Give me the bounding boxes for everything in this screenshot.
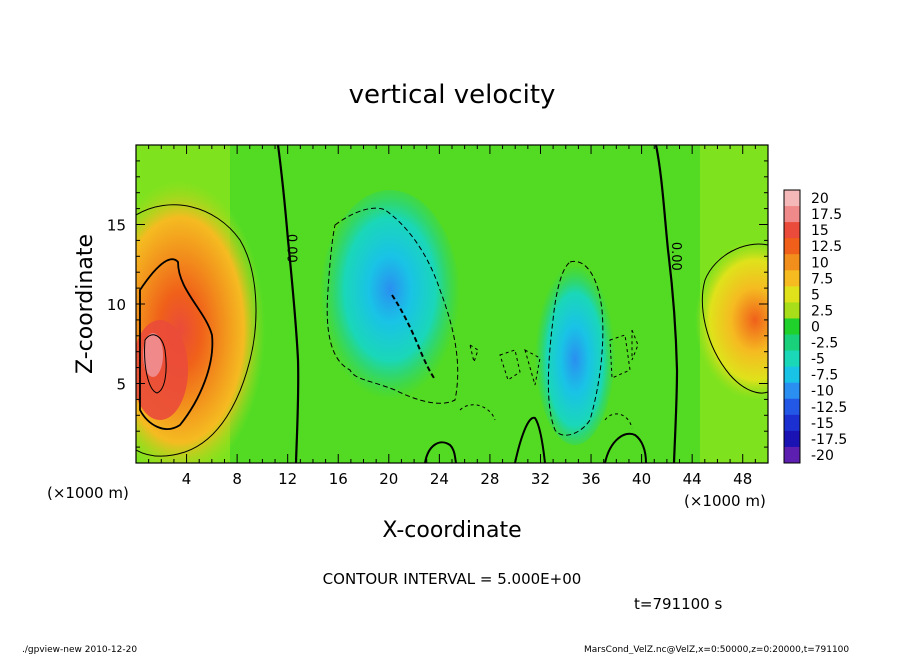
x-tick-label: 32 [531,470,550,488]
updraft-left-contour-10 [139,258,214,430]
x-tick-label: 16 [329,470,348,488]
contour-labels: 0.00 0.00 [284,234,683,271]
chart-title: vertical velocity [349,80,556,110]
updraft-right-contour [701,243,768,394]
colorbar-label: 2.5 [811,303,833,319]
downdraft-right-contour [547,260,604,436]
colorbar-swatch [784,286,800,303]
colorbar: 2017.51512.5107.552.50-2.5-5-7.5-10-12.5… [783,189,847,464]
y-tick-label: 5 [116,376,126,394]
colorbar-swatch [784,222,800,239]
x-tick-label: 8 [232,470,242,488]
downdraft-center-contour [326,207,459,404]
colorbar-swatch [784,270,800,287]
colorbar-swatch [784,334,800,352]
colorbar-label: -17.5 [811,432,847,448]
colorbar-label: 10 [811,255,829,271]
colorbar-label: 20 [811,191,829,207]
colorbar-label: -7.5 [811,368,838,384]
x-tick-label: 44 [683,470,702,488]
colorbar-swatch [784,430,800,448]
updraft-left-peak [143,333,163,377]
zero-contour-right [654,145,679,463]
x-tick-label: 24 [430,470,449,488]
colorbar-swatch [784,414,800,432]
downdraft-center-core [391,294,435,379]
contour-interval: CONTOUR INTERVAL = 5.000E+00 [323,570,582,588]
plot-band-center [230,145,700,463]
colorbar-label: -20 [811,448,834,464]
colorbar-swatch [784,398,800,416]
bottom-updraft-bumps [424,416,647,463]
colorbar-swatch [784,302,800,319]
x-axis-label: X-coordinate [382,518,521,543]
y-tick-label: 10 [107,296,126,314]
footer-left: ./gpview-new 2010-12-20 [22,645,137,654]
time-label: t=791100 s [634,595,722,613]
colorbar-frame [783,189,801,464]
y-tick-label: 15 [107,217,126,235]
colorbar-label: 7.5 [811,271,833,287]
scatter-dashed-contours [459,329,639,429]
colorbar-swatch [784,366,800,384]
colorbar-swatch [784,238,800,255]
updraft-left-contour-15 [144,334,167,394]
y-axis-label: Z-coordinate [73,234,98,374]
contour-value-label: 0.00 [284,234,299,263]
zero-contour-left [276,145,300,463]
colorbar-label: 0 [811,320,820,336]
updraft-right-field [695,240,768,400]
downdraft-right-field [535,255,615,445]
colorbar-label: 12.5 [811,239,842,255]
colorbar-label: 5 [811,287,820,303]
footer-right: MarsCond_VelZ.nc@VelZ,x=0:50000,z=0:2000… [584,645,849,654]
colorbar-swatch [784,254,800,271]
colorbar-swatch [784,190,800,207]
colorbar-label: -15 [811,416,834,432]
colorbar-label: -12.5 [811,400,847,416]
x-axis: 4 8 12 16 20 24 28 32 36 40 44 48 [148,145,756,488]
colorbar-label: 17.5 [811,207,842,223]
x-unit-right: (×1000 m) [684,492,766,510]
x-tick-label: 48 [733,470,752,488]
colorbar-label: -10 [811,384,834,400]
colorbar-swatch [784,446,800,464]
colorbar-label: -2.5 [811,336,838,352]
contours [136,145,768,463]
y-axis: 5 10 15 [107,160,768,448]
contour-value-label: 0.00 [668,242,683,271]
colorbar-swatch [784,382,800,400]
colorbar-label: -5 [811,352,825,368]
colorbar-swatch [784,350,800,368]
x-tick-label: 36 [581,470,600,488]
x-tick-label: 12 [278,470,297,488]
colorbar-label: 15 [811,223,829,239]
downdraft-center-field [320,190,460,410]
x-tick-label: 4 [182,470,192,488]
x-tick-label: 20 [379,470,398,488]
x-tick-label: 40 [632,470,651,488]
colorbar-swatch [784,318,800,336]
x-unit-left: (×1000 m) [47,484,129,502]
plot-area [136,145,768,463]
updraft-left-contour-5 [136,204,257,457]
x-tick-label: 28 [480,470,499,488]
colorbar-swatch [784,206,800,223]
